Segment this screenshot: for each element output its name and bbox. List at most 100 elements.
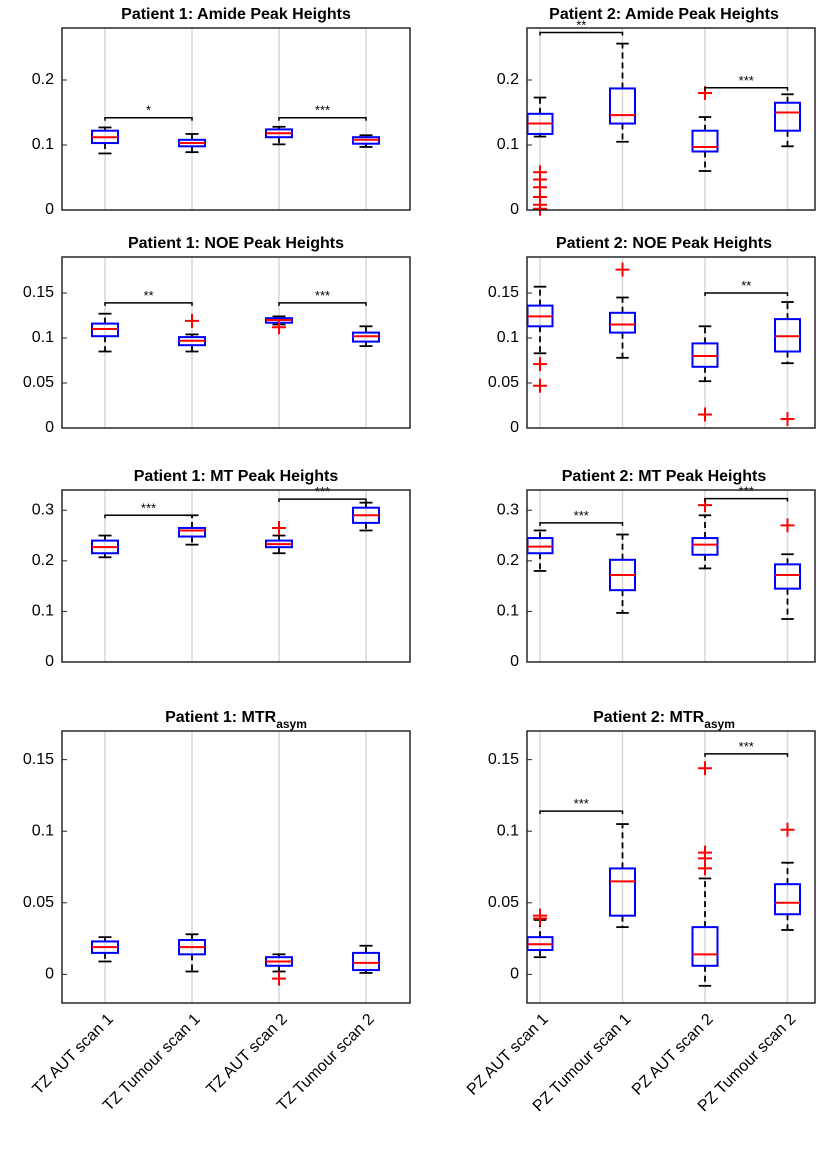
y-tick-label: 0.3 [497,501,519,518]
outlier [533,357,547,372]
chart-title: Patient 1: Amide Peak Heights [121,6,351,23]
outlier [272,520,286,535]
y-tick-label: 0.2 [497,552,519,569]
y-tick-label: 0.1 [497,822,519,839]
outlier [698,861,712,876]
significance-bracket [278,302,367,306]
significance-label: *** [739,739,754,754]
outlier [533,911,547,926]
axes-frame [61,730,411,1004]
axes-frame [61,27,411,211]
y-tick-label: 0.15 [488,284,519,301]
box [178,526,206,538]
axes-frame [526,256,816,429]
significance-label: *** [315,288,330,303]
box [609,867,636,917]
y-tick-label: 0.05 [23,374,54,391]
title-text: Patient 1: MT Peak Heights [134,468,339,485]
title-text: Patient 1: NOE Peak Heights [128,235,344,252]
significance-bracket [539,31,624,36]
chart-title: Patient 2: NOE Peak Heights [556,235,772,252]
significance-label: ** [143,288,153,303]
significance-label: *** [739,73,754,88]
box [609,87,636,125]
outlier [185,313,199,328]
axes-frame [526,27,816,211]
y-tick-label: 0.1 [32,329,54,346]
significance-label: * [146,103,151,118]
y-tick-label: 0.1 [497,329,519,346]
significance-bracket [539,810,624,815]
y-tick-label: 0.15 [488,751,519,768]
outlier [780,822,795,837]
significance-bracket [704,497,789,502]
x-tick-label: TZ AUT scan 1 [30,1011,117,1098]
title-text: Patient 1: Amide Peak Heights [121,6,351,23]
title-text: Patient 2: MTR [593,709,705,726]
title-text: Patient 2: MT Peak Heights [562,468,767,485]
outlier [780,412,795,426]
significance-label: *** [315,484,330,499]
significance-bracket [104,514,193,519]
box [691,537,719,556]
y-tick-label: 0.2 [497,71,519,88]
y-tick-label: 0 [510,653,519,670]
x-tick-label: TZ Tumour scan 1 [100,1011,204,1115]
significance-label: *** [739,484,754,499]
y-tick-label: 0 [45,966,54,983]
axes-frame [61,256,411,429]
title-text: Patient 2: Amide Peak Heights [549,6,779,23]
box [352,951,380,972]
y-tick-label: 0 [510,201,519,218]
outlier [780,518,795,533]
chart-title: Patient 1: MT Peak Heights [134,468,339,485]
y-tick-label: 0.3 [32,501,54,518]
significance-bracket [704,292,789,296]
x-tick-label: TZ Tumour scan 2 [274,1011,378,1115]
significance-bracket [704,87,789,91]
y-tick-label: 0.15 [23,751,54,768]
y-tick-label: 0.05 [23,894,54,911]
significance-bracket [539,522,624,526]
outlier [698,761,712,776]
title-text: Patient 2: NOE Peak Heights [556,235,772,252]
title-subscript: asym [704,717,735,731]
x-tick-label: PZ AUT scan 2 [629,1011,717,1099]
y-tick-label: 0.1 [32,136,54,153]
chart-title: Patient 1: NOE Peak Heights [128,235,344,252]
y-tick-label: 0 [45,201,54,218]
y-tick-label: 0 [45,419,54,436]
y-tick-label: 0.2 [32,71,54,88]
outlier [615,262,630,277]
title-text: Patient 1: MTR [165,709,277,726]
significance-bracket [704,753,789,757]
box [774,101,801,132]
chart-title: Patient 2: MT Peak Heights [562,468,767,485]
significance-label: ** [576,18,586,33]
y-tick-label: 0.05 [488,374,519,391]
y-tick-label: 0.05 [488,894,519,911]
y-tick-label: 0.1 [497,603,519,620]
significance-bracket [104,116,193,121]
box [691,129,719,153]
box [774,883,801,916]
outlier [533,201,547,216]
chart-title: Patient 2: MTRasym [593,709,735,731]
box [691,926,719,967]
y-tick-label: 0.2 [32,552,54,569]
y-tick-label: 0.1 [32,603,54,620]
outlier [533,378,547,393]
significance-label: ** [741,278,751,293]
y-tick-label: 0 [510,419,519,436]
significance-bracket [278,116,367,121]
significance-label: *** [141,500,156,515]
chart-title: Patient 1: MTRasym [165,709,307,731]
outlier [698,407,712,422]
outlier [272,971,286,986]
box [609,311,636,334]
axes-frame [526,489,816,663]
axes-frame [526,730,816,1004]
box [774,563,801,590]
y-tick-label: 0.1 [32,822,54,839]
